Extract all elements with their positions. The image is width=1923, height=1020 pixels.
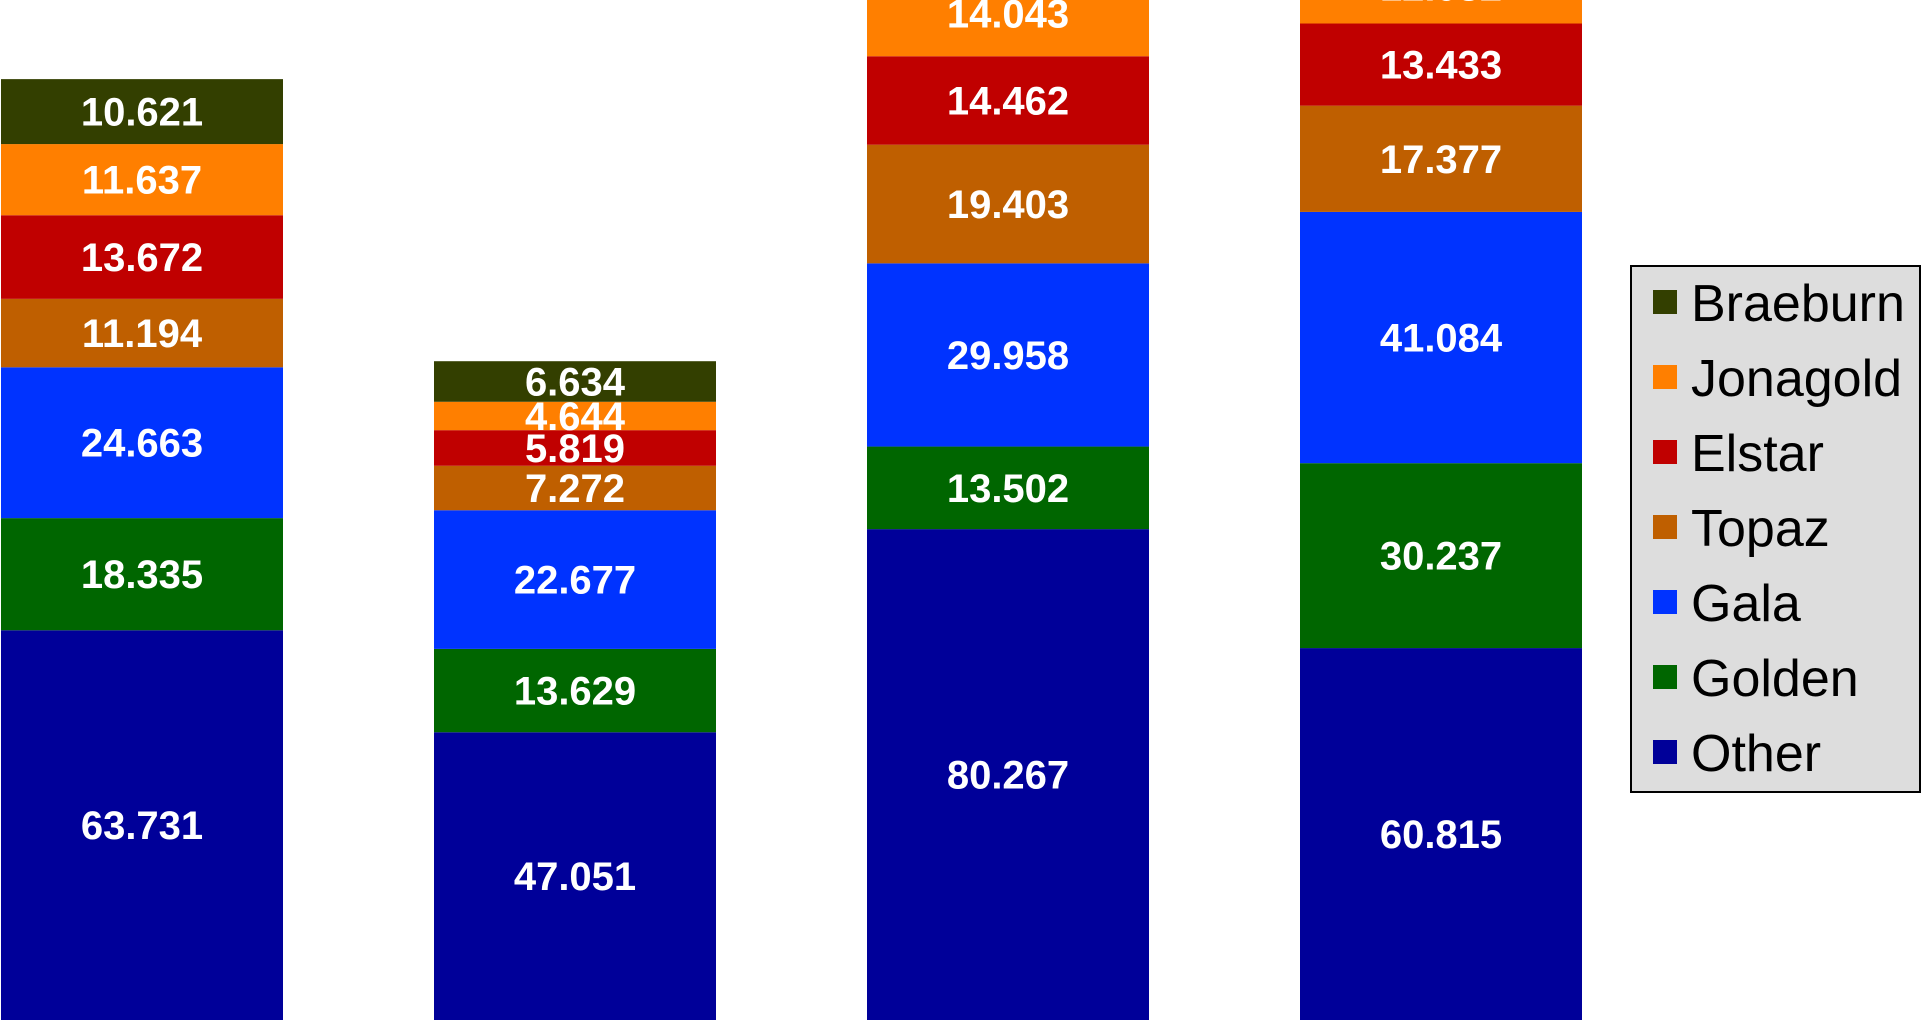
legend-label-elstar: Elstar	[1691, 425, 1824, 483]
bar-segment-jonagold-3	[867, 0, 1149, 57]
data-label-other-2: 47.051	[514, 855, 636, 899]
legend-label-braeburn: Braeburn	[1691, 275, 1905, 333]
bar-segment-elstar-3	[867, 56, 1149, 145]
bar-segment-other-1	[1, 630, 283, 1020]
bar-segment-golden-2	[434, 648, 716, 733]
bar-segment-braeburn-1	[1, 79, 283, 145]
legend-label-gala: Gala	[1691, 575, 1801, 633]
bar-segment-braeburn-2	[434, 361, 716, 402]
bar-segment-jonagold-2	[434, 401, 716, 431]
data-label-gala-4: 41.084	[1380, 317, 1503, 361]
legend-box	[1630, 265, 1921, 793]
data-label-gala-3: 29.958	[947, 334, 1069, 378]
bar-segment-jonagold-1	[1, 144, 283, 216]
data-label-other-1: 63.731	[81, 804, 203, 848]
legend-items: Braeburn Jonagold Elstar Topaz Gala Golden Oth…	[1653, 275, 1905, 783]
legend-label-jonagold: Jonagold	[1691, 350, 1902, 408]
bar-segment-topaz-1	[1, 298, 283, 368]
bar-segment-golden-1	[1, 518, 283, 631]
bar-segment-golden-3	[867, 446, 1149, 530]
data-label-elstar-4: 13.433	[1380, 44, 1502, 88]
data-label-braeburn-2: 6.634	[525, 360, 626, 404]
data-label-topaz-2: 7.272	[525, 467, 625, 511]
data-label-elstar-2: 5.819	[525, 427, 625, 471]
data-label-jonagold-1: 11.637	[82, 159, 202, 203]
legend: Braeburn Jonagold Elstar Topaz Gala Golden Oth…	[1630, 265, 1921, 793]
bar-segment-elstar-4	[1300, 23, 1582, 106]
bar-segment-jonagold-4	[1300, 0, 1582, 24]
legend-swatch-braeburn	[1653, 290, 1677, 314]
legend-label-golden: Golden	[1691, 650, 1859, 708]
data-label-gala-2: 22.677	[514, 559, 636, 603]
data-label-elstar-1: 13.672	[81, 236, 203, 280]
data-label-jonagold-2: 4.644	[525, 395, 626, 439]
bar-segment-topaz-3	[867, 144, 1149, 264]
data-label-gala-1: 24.663	[81, 422, 203, 466]
data-label-other-4: 60.815	[1380, 813, 1502, 857]
bar-segment-other-2	[434, 732, 716, 1020]
data-label-jonagold-4: 12.032	[1380, 0, 1502, 10]
bar-segment-gala-1	[1, 367, 283, 519]
data-label-topaz-4: 17.377	[1380, 138, 1502, 182]
legend-label-other: Other	[1691, 725, 1821, 783]
legend-swatch-elstar	[1653, 440, 1677, 464]
bar-segment-gala-2	[434, 510, 716, 649]
bar-segment-other-4	[1300, 648, 1582, 1020]
data-label-elstar-3: 14.462	[947, 79, 1069, 123]
bar-segment-gala-4	[1300, 211, 1582, 464]
data-label-jonagold-3: 14.043	[947, 0, 1069, 36]
data-label-golden-3: 13.502	[947, 467, 1069, 511]
data-label-topaz-1: 11.194	[82, 312, 203, 356]
legend-label-topaz: Topaz	[1691, 500, 1830, 558]
bar-segment-other-3	[867, 529, 1149, 1020]
legend-swatch-other	[1653, 740, 1677, 764]
bar-segment-golden-4	[1300, 463, 1582, 649]
legend-swatch-topaz	[1653, 515, 1677, 539]
data-label-topaz-3: 19.403	[947, 183, 1069, 227]
data-label-other-3: 80.267	[947, 754, 1069, 798]
legend-swatch-jonagold	[1653, 365, 1677, 389]
bar-segment-elstar-1	[1, 215, 283, 299]
data-label-golden-2: 13.629	[514, 670, 636, 714]
bar-segment-topaz-2	[434, 465, 716, 511]
bar-segment-topaz-4	[1300, 105, 1582, 212]
data-label-golden-4: 30.237	[1380, 535, 1502, 579]
legend-swatch-gala	[1653, 590, 1677, 614]
legend-swatch-golden	[1653, 665, 1677, 689]
data-label-golden-1: 18.335	[81, 553, 203, 597]
bar-segment-elstar-2	[434, 430, 716, 466]
data-label-braeburn-1: 10.621	[81, 91, 203, 135]
bars-layer: 63.731 18.335 24.663 11.194 13.672 11.637 10.6…	[1, 0, 1582, 1020]
bar-segment-gala-3	[867, 263, 1149, 447]
